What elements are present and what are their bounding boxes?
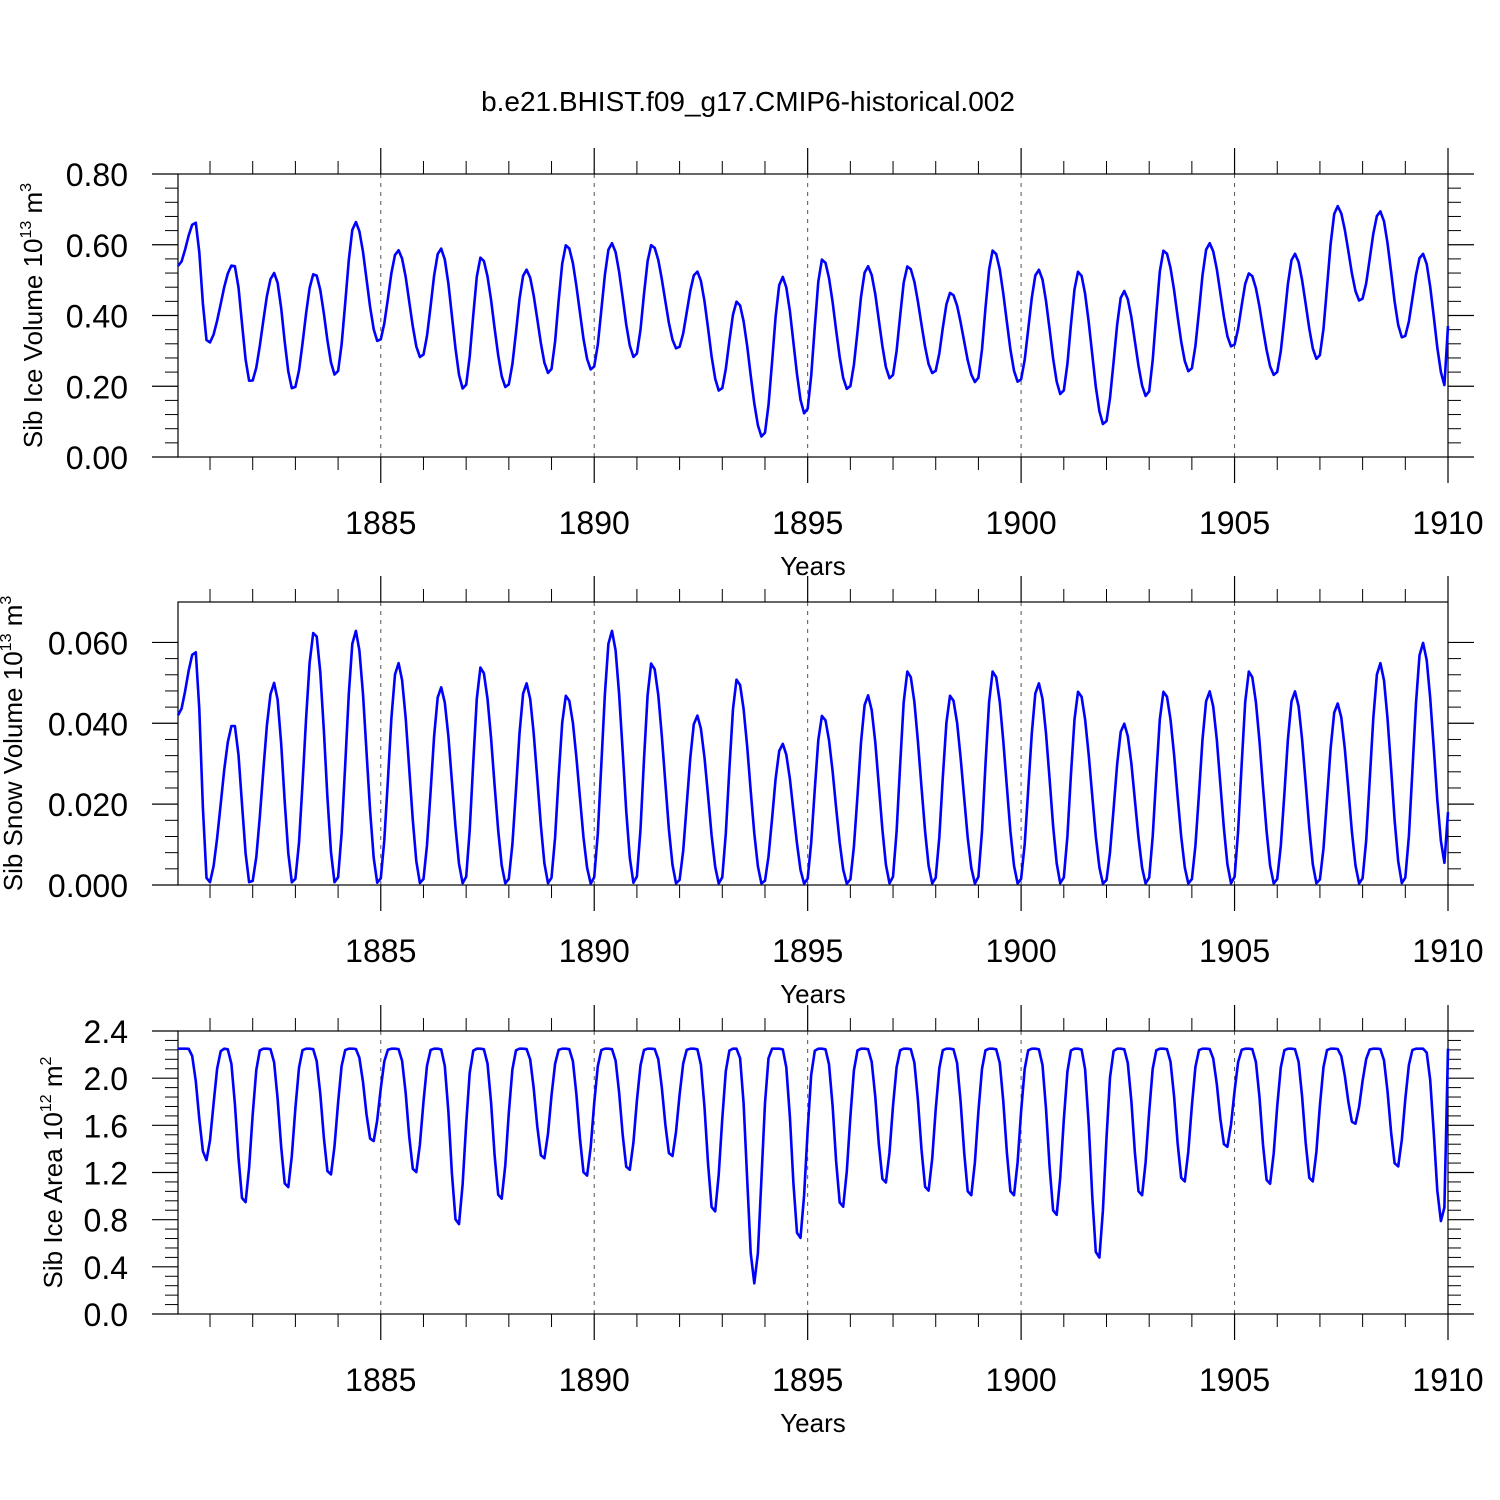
panel-ice-area: 0.0 0.4 0.8 1.2 1.6 2.0 2.4 1885 1890 1895 1900 190… — [38, 1005, 1484, 1438]
x-tick-label: 1905 — [1199, 933, 1270, 969]
x-tick-label: 1900 — [986, 1362, 1057, 1398]
x-tick-label: 1905 — [1199, 505, 1270, 541]
x-axis-label: Years — [780, 979, 846, 1009]
y-tick-label: 0.40 — [66, 299, 128, 335]
y-tick-label: 0.80 — [66, 157, 128, 193]
x-tick-label: 1895 — [772, 933, 843, 969]
y-label-unit-exponent: 2 — [38, 1056, 55, 1065]
x-axis-label: Years — [780, 1408, 846, 1438]
x-tick-label: 1910 — [1412, 933, 1483, 969]
y-label-main: Sib Ice Volume 10 — [18, 239, 48, 449]
y-axis-label: Sib Ice Volume 1013 m3 — [18, 183, 48, 448]
y-label-unit: m — [38, 1065, 68, 1094]
y-label-unit-exponent: 3 — [0, 596, 15, 605]
y-label-exponent: 13 — [18, 221, 35, 239]
x-tick-label: 1885 — [345, 933, 416, 969]
y-label-exponent: 12 — [38, 1094, 55, 1112]
series-line-ice-volume — [176, 204, 1450, 438]
x-tick-label: 1895 — [772, 1362, 843, 1398]
y-label-main: Sib Snow Volume 10 — [0, 651, 28, 891]
x-tick-label: 1910 — [1412, 505, 1483, 541]
y-tick-label: 0.4 — [84, 1250, 128, 1286]
y-label-exponent: 13 — [0, 633, 15, 651]
y-label-unit: m — [0, 605, 28, 634]
y-label-unit-exponent: 3 — [18, 183, 35, 192]
y-axis-label: Sib Snow Volume 1013 m3 — [0, 596, 28, 892]
x-tick-label: 1910 — [1412, 1362, 1483, 1398]
plot-frame — [177, 173, 1449, 458]
x-tick-label: 1900 — [986, 933, 1057, 969]
x-tick-label: 1890 — [559, 1362, 630, 1398]
y-tick-label: 2.0 — [84, 1061, 128, 1097]
x-tick-label: 1890 — [559, 933, 630, 969]
x-tick-label: 1885 — [345, 505, 416, 541]
series-line-ice-area — [178, 1047, 1450, 1285]
y-tick-label: 0.0 — [84, 1297, 128, 1333]
y-tick-label: 0.020 — [48, 787, 128, 823]
y-tick-label: 1.6 — [84, 1108, 128, 1144]
x-tick-label: 1900 — [986, 505, 1057, 541]
y-label-unit: m — [18, 192, 48, 221]
plot-frame — [177, 601, 1449, 886]
y-tick-label: 0.060 — [48, 625, 128, 661]
x-tick-label: 1895 — [772, 505, 843, 541]
y-tick-label: 0.20 — [66, 369, 128, 405]
y-tick-label: 0.00 — [66, 440, 128, 476]
y-tick-label: 0.000 — [48, 868, 128, 904]
y-tick-label: 0.040 — [48, 706, 128, 742]
x-tick-label: 1890 — [559, 505, 630, 541]
y-label-main: Sib Ice Area 10 — [38, 1112, 68, 1288]
y-tick-label: 0.60 — [66, 228, 128, 264]
panel-ice-volume: 0.00 0.20 0.40 0.60 0.80 1885 1890 1895 1900 1905… — [18, 148, 1484, 581]
series-line-snow-volume — [176, 629, 1450, 885]
panel-snow-volume: 0.000 0.020 0.040 0.060 1885 1890 1895 1900 1905… — [0, 576, 1484, 1009]
y-axis-label: Sib Ice Area 1012 m2 — [38, 1056, 68, 1288]
y-tick-label: 2.4 — [84, 1014, 128, 1050]
x-axis-label: Years — [780, 551, 846, 581]
x-tick-label: 1885 — [345, 1362, 416, 1398]
y-tick-label: 0.8 — [84, 1203, 128, 1239]
y-tick-label: 1.2 — [84, 1156, 128, 1192]
x-tick-label: 1905 — [1199, 1362, 1270, 1398]
figure-title: b.e21.BHIST.f09_g17.CMIP6-historical.002 — [481, 86, 1015, 117]
